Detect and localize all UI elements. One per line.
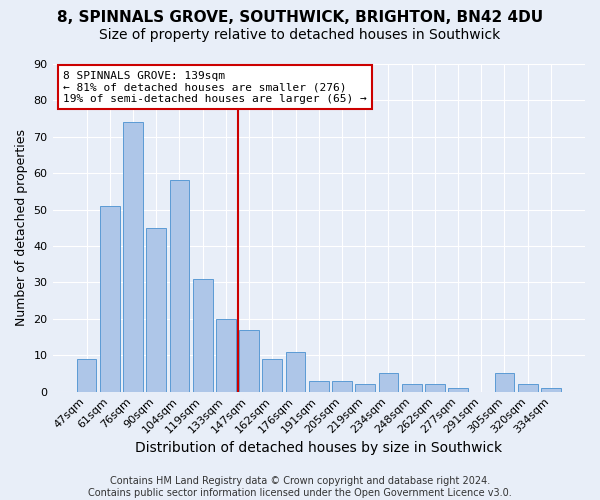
Bar — [216, 319, 236, 392]
Bar — [123, 122, 143, 392]
Bar — [77, 359, 97, 392]
Bar — [518, 384, 538, 392]
Bar — [286, 352, 305, 392]
Bar — [379, 374, 398, 392]
Text: Size of property relative to detached houses in Southwick: Size of property relative to detached ho… — [100, 28, 500, 42]
Text: 8, SPINNALS GROVE, SOUTHWICK, BRIGHTON, BN42 4DU: 8, SPINNALS GROVE, SOUTHWICK, BRIGHTON, … — [57, 10, 543, 25]
Bar — [309, 380, 329, 392]
Bar — [262, 359, 282, 392]
X-axis label: Distribution of detached houses by size in Southwick: Distribution of detached houses by size … — [135, 441, 502, 455]
Bar — [448, 388, 468, 392]
Bar — [100, 206, 119, 392]
Bar — [146, 228, 166, 392]
Bar — [193, 279, 212, 392]
Text: Contains HM Land Registry data © Crown copyright and database right 2024.
Contai: Contains HM Land Registry data © Crown c… — [88, 476, 512, 498]
Y-axis label: Number of detached properties: Number of detached properties — [15, 130, 28, 326]
Bar — [425, 384, 445, 392]
Bar — [494, 374, 514, 392]
Bar — [332, 380, 352, 392]
Bar — [402, 384, 422, 392]
Bar — [239, 330, 259, 392]
Text: 8 SPINNALS GROVE: 139sqm
← 81% of detached houses are smaller (276)
19% of semi-: 8 SPINNALS GROVE: 139sqm ← 81% of detach… — [63, 70, 367, 104]
Bar — [541, 388, 561, 392]
Bar — [355, 384, 375, 392]
Bar — [170, 180, 190, 392]
